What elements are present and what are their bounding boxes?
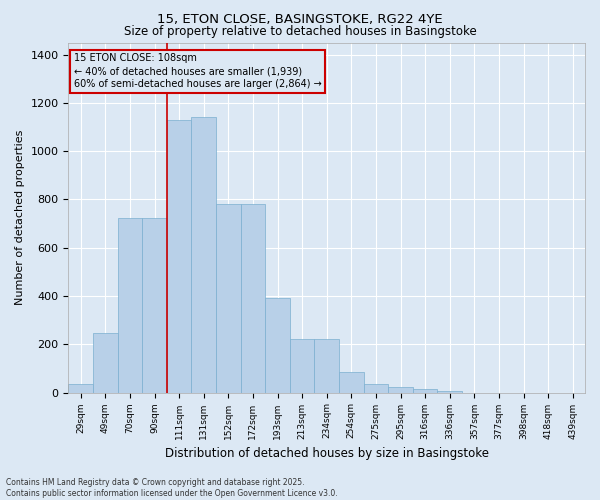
Bar bbox=[388, 386, 413, 392]
Bar bbox=[167, 120, 191, 392]
Bar bbox=[241, 204, 265, 392]
Bar bbox=[290, 340, 314, 392]
Bar bbox=[142, 218, 167, 392]
Text: Size of property relative to detached houses in Basingstoke: Size of property relative to detached ho… bbox=[124, 25, 476, 38]
Bar bbox=[93, 334, 118, 392]
Bar bbox=[68, 384, 93, 392]
Bar bbox=[413, 389, 437, 392]
Text: 15, ETON CLOSE, BASINGSTOKE, RG22 4YE: 15, ETON CLOSE, BASINGSTOKE, RG22 4YE bbox=[157, 12, 443, 26]
Bar bbox=[216, 204, 241, 392]
Bar bbox=[191, 118, 216, 392]
Bar bbox=[339, 372, 364, 392]
Y-axis label: Number of detached properties: Number of detached properties bbox=[15, 130, 25, 305]
Bar bbox=[364, 384, 388, 392]
X-axis label: Distribution of detached houses by size in Basingstoke: Distribution of detached houses by size … bbox=[165, 447, 489, 460]
Bar bbox=[265, 298, 290, 392]
Bar bbox=[118, 218, 142, 392]
Text: 15 ETON CLOSE: 108sqm
← 40% of detached houses are smaller (1,939)
60% of semi-d: 15 ETON CLOSE: 108sqm ← 40% of detached … bbox=[74, 53, 322, 90]
Text: Contains HM Land Registry data © Crown copyright and database right 2025.
Contai: Contains HM Land Registry data © Crown c… bbox=[6, 478, 338, 498]
Bar bbox=[314, 340, 339, 392]
